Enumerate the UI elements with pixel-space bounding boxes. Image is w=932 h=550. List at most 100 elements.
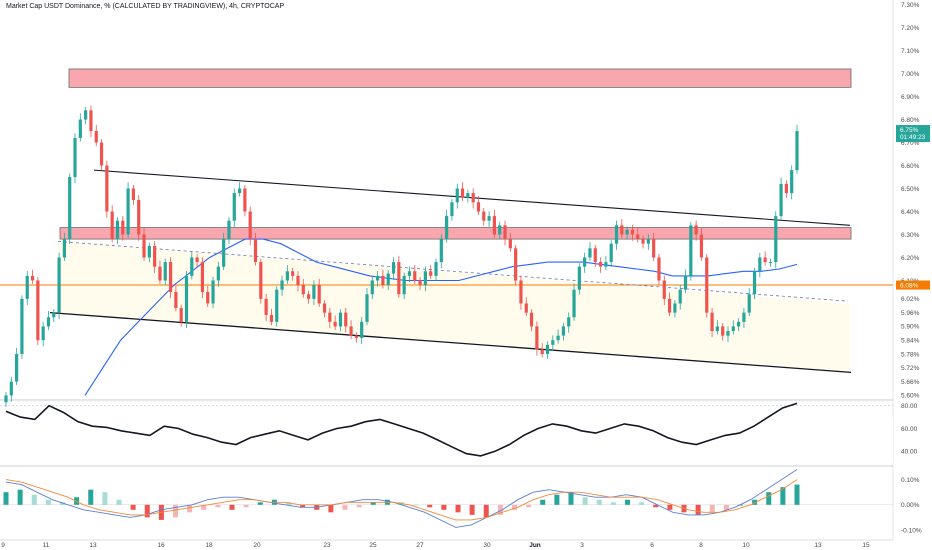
time-axis-label: 11	[43, 542, 50, 549]
candle-body	[397, 262, 401, 295]
candle-body	[344, 312, 348, 327]
candle-body	[790, 170, 794, 194]
price-axis-label: 5.84%	[901, 338, 920, 345]
macd-histogram-bar	[257, 502, 263, 505]
candle-body	[158, 266, 162, 281]
candle-body	[306, 294, 311, 299]
candle-body	[482, 211, 486, 221]
candle-body	[259, 262, 263, 299]
zone-supply	[68, 68, 852, 88]
candle-body	[317, 285, 321, 304]
candle-body	[391, 262, 396, 274]
macd-histogram-bar	[116, 499, 122, 505]
candle-body	[222, 239, 226, 267]
candle-body	[476, 202, 481, 212]
candle-body	[503, 225, 507, 240]
candle-body	[20, 298, 24, 355]
candle-body	[46, 317, 51, 327]
candle-body	[370, 280, 374, 295]
candle-body	[620, 225, 624, 235]
time-axis-label: 15	[862, 542, 870, 549]
macd-histogram-bar	[328, 504, 334, 513]
rsi-axis-label: 40.00	[901, 449, 918, 456]
time-axis: 9 11 13 16 18 20 23 25 27 30 Jun 3 6 8 10 13 15	[1, 542, 870, 549]
candle-body	[774, 216, 778, 263]
time-axis-label: 20	[253, 542, 261, 549]
macd-histogram-bar	[540, 499, 546, 505]
macd-histogram-bar	[144, 504, 150, 518]
candle-body	[460, 188, 465, 198]
time-axis-label: 10	[742, 542, 750, 549]
candle-body	[57, 257, 61, 313]
candle-body	[583, 257, 587, 267]
price-axis-label: 5.72%	[901, 365, 920, 372]
macd-histogram-bar	[455, 504, 461, 513]
macd-histogram-bar	[427, 504, 433, 508]
price-axis-label: 6.90%	[901, 94, 920, 101]
macd-histogram-bar	[60, 502, 65, 505]
candle-body	[551, 340, 555, 345]
price-axis-label: 6.30%	[901, 232, 920, 239]
lower-trendline	[49, 311, 852, 374]
macd-histogram-bar	[497, 504, 503, 515]
macd-histogram-bar	[766, 492, 772, 505]
channel-fill	[58, 241, 850, 373]
price-axis-label: 5.96%	[901, 310, 920, 317]
candle-body	[89, 110, 93, 132]
candle-body	[445, 216, 449, 240]
candle-body	[174, 291, 178, 309]
candle-body	[763, 257, 767, 263]
candle-body	[657, 257, 661, 281]
candle-body	[678, 289, 682, 304]
candle-body	[206, 291, 210, 304]
candle-body	[328, 312, 332, 322]
candle-body	[752, 271, 757, 295]
candle-body	[62, 239, 66, 258]
macd-histogram-bar	[286, 502, 291, 505]
candle-body	[211, 280, 215, 304]
time-axis-label: 23	[323, 542, 331, 549]
candle-body	[200, 262, 205, 292]
candle-body	[285, 271, 289, 281]
candle-body	[609, 243, 613, 263]
candle-body	[466, 193, 470, 198]
candle-body	[471, 193, 475, 203]
candle-body	[689, 225, 693, 276]
candle-body	[519, 280, 523, 304]
price-axis-label: 6.60%	[901, 163, 920, 170]
candle-body	[567, 317, 571, 327]
candle-body	[540, 349, 544, 355]
candle-body	[572, 289, 576, 318]
dashed-midline	[57, 240, 849, 302]
time-axis-label: 13	[814, 542, 822, 549]
candle-body	[726, 331, 730, 336]
candle-body	[614, 225, 619, 244]
time-axis-label: 27	[416, 542, 424, 549]
macd-histogram-bar	[31, 494, 37, 505]
last-price-tag	[896, 125, 930, 143]
candle-body	[524, 303, 528, 313]
candle-body	[195, 257, 199, 263]
macd-histogram-bar	[173, 504, 178, 518]
candle-body	[99, 142, 104, 166]
macd-histogram-bar	[526, 504, 532, 508]
macd-histogram-bar	[201, 504, 207, 510]
candle-body	[142, 234, 146, 258]
level-price-label: 6.08%	[900, 282, 919, 289]
candle-body	[450, 202, 454, 217]
candle-body	[78, 119, 82, 138]
candle-body	[577, 266, 581, 290]
time-axis-label: 8	[699, 542, 703, 549]
candle-body	[15, 354, 19, 382]
price-axis-label: 5.60%	[901, 393, 920, 400]
time-axis-label: 6	[650, 542, 654, 549]
candle-body	[131, 188, 136, 200]
macd-histogram-bar	[300, 504, 306, 508]
candle-body	[264, 298, 268, 315]
candle-body	[216, 266, 220, 281]
price-axis-label: 7.30%	[901, 2, 920, 9]
candle-body	[301, 285, 305, 295]
candle-body	[556, 335, 560, 341]
candle-body	[737, 321, 741, 327]
